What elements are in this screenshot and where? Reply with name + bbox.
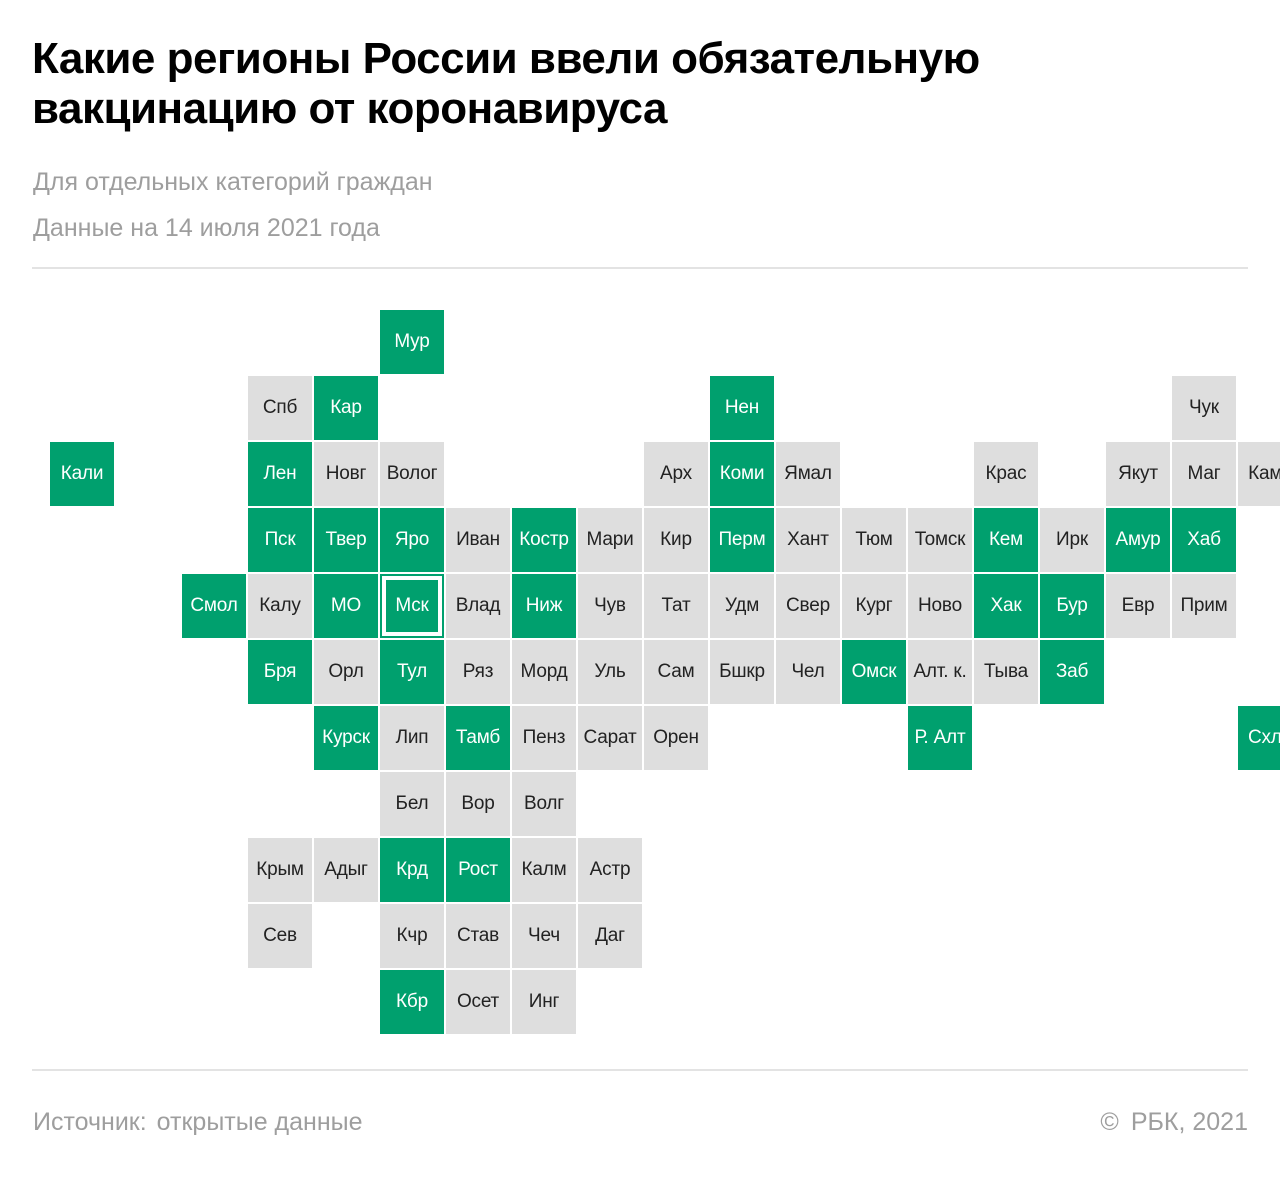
region-tile: Иван <box>446 508 510 572</box>
region-tile: Вор <box>446 772 510 836</box>
region-tile: Тыва <box>974 640 1038 704</box>
region-tile: Ново <box>908 574 972 638</box>
region-tile: Коми <box>710 442 774 506</box>
region-tile: Ирк <box>1040 508 1104 572</box>
region-tile: Арх <box>644 442 708 506</box>
region-tile: Твер <box>314 508 378 572</box>
region-tile: Крым <box>248 838 312 902</box>
region-tile: Адыг <box>314 838 378 902</box>
region-tile: Бшкр <box>710 640 774 704</box>
region-tile: Новг <box>314 442 378 506</box>
region-tile: Уль <box>578 640 642 704</box>
source-value: открытые данные <box>156 1108 363 1136</box>
region-tile: Томск <box>908 508 972 572</box>
region-tile: Пск <box>248 508 312 572</box>
region-tile: Перм <box>710 508 774 572</box>
subtitle: Для отдельных категорий граждан <box>33 168 433 196</box>
region-tile: Костр <box>512 508 576 572</box>
region-tile: Смол <box>182 574 246 638</box>
region-tile: Даг <box>578 904 642 968</box>
region-tile: Крд <box>380 838 444 902</box>
region-tile: Морд <box>512 640 576 704</box>
region-tile: Спб <box>248 376 312 440</box>
region-tile: Бур <box>1040 574 1104 638</box>
credit-text: РБК, 2021 <box>1130 1108 1248 1136</box>
region-tile: Лен <box>248 442 312 506</box>
date-note: Данные на 14 июля 2021 года <box>33 214 380 242</box>
region-tile: Мур <box>380 310 444 374</box>
region-tile: Тамб <box>446 706 510 770</box>
region-tile: Кбр <box>380 970 444 1034</box>
region-tile: Осет <box>446 970 510 1034</box>
top-divider <box>32 267 1248 269</box>
region-tile: Хаб <box>1172 508 1236 572</box>
region-tile: Ниж <box>512 574 576 638</box>
region-tile: Бря <box>248 640 312 704</box>
region-tile: Мари <box>578 508 642 572</box>
region-tile: Кар <box>314 376 378 440</box>
region-tile: Кург <box>842 574 906 638</box>
region-tile: Мск <box>380 574 444 638</box>
region-tile: Р. Алт <box>908 706 972 770</box>
region-tile: Омск <box>842 640 906 704</box>
region-tile: Кем <box>974 508 1038 572</box>
region-tile: Хак <box>974 574 1038 638</box>
region-tile: Удм <box>710 574 774 638</box>
region-tile: Чук <box>1172 376 1236 440</box>
copyright-note: © РБК, 2021 <box>1100 1106 1248 1138</box>
region-tile: Нен <box>710 376 774 440</box>
region-tile: Амур <box>1106 508 1170 572</box>
region-tile: Алт. к. <box>908 640 972 704</box>
region-tile: Тул <box>380 640 444 704</box>
region-tile: Маг <box>1172 442 1236 506</box>
copyright-icon: © <box>1100 1108 1119 1136</box>
region-tile: Пенз <box>512 706 576 770</box>
region-tile: Якут <box>1106 442 1170 506</box>
region-tile: Став <box>446 904 510 968</box>
region-tile: Инг <box>512 970 576 1034</box>
region-tile: МО <box>314 574 378 638</box>
region-tile: Орен <box>644 706 708 770</box>
region-tile: Бел <box>380 772 444 836</box>
region-tile: Орл <box>314 640 378 704</box>
region-tile: Прим <box>1172 574 1236 638</box>
page-title: Какие регионы России ввели обязательную … <box>32 34 1232 134</box>
region-tile: Сарат <box>578 706 642 770</box>
region-tile: Ряз <box>446 640 510 704</box>
region-tile: Чел <box>776 640 840 704</box>
region-tile: Крас <box>974 442 1038 506</box>
region-tile: Кир <box>644 508 708 572</box>
source-note: Источник: открытые данные <box>33 1106 363 1138</box>
region-tile: Евр <box>1106 574 1170 638</box>
region-tile: Чув <box>578 574 642 638</box>
bottom-divider <box>32 1069 1248 1071</box>
region-tile: Влад <box>446 574 510 638</box>
region-tile: Схлн <box>1238 706 1280 770</box>
region-tile: Кали <box>50 442 114 506</box>
region-tile: Яро <box>380 508 444 572</box>
region-tile: Хант <box>776 508 840 572</box>
region-tile: Сам <box>644 640 708 704</box>
region-tile: Камч <box>1238 442 1280 506</box>
region-tile: Сев <box>248 904 312 968</box>
region-tile: Лип <box>380 706 444 770</box>
source-label: Источник: <box>33 1108 147 1136</box>
region-tile: Тат <box>644 574 708 638</box>
title-line-1: Какие регионы России ввели обязательную <box>32 34 980 83</box>
region-tile: Волог <box>380 442 444 506</box>
region-tile: Курск <box>314 706 378 770</box>
region-tile: Астр <box>578 838 642 902</box>
region-tile: Заб <box>1040 640 1104 704</box>
region-tile-map: Мур Спб Кар Нен Чук Кали Лен Новг Волог Арх Коми Ям… <box>50 310 1280 1034</box>
region-tile: Калм <box>512 838 576 902</box>
region-tile: Тюм <box>842 508 906 572</box>
region-tile: Рост <box>446 838 510 902</box>
region-tile: Волг <box>512 772 576 836</box>
region-tile: Ямал <box>776 442 840 506</box>
region-tile: Кчр <box>380 904 444 968</box>
region-tile: Свер <box>776 574 840 638</box>
region-tile: Калу <box>248 574 312 638</box>
region-tile: Чеч <box>512 904 576 968</box>
title-line-2: вакцинацию от коронавируса <box>32 84 667 133</box>
